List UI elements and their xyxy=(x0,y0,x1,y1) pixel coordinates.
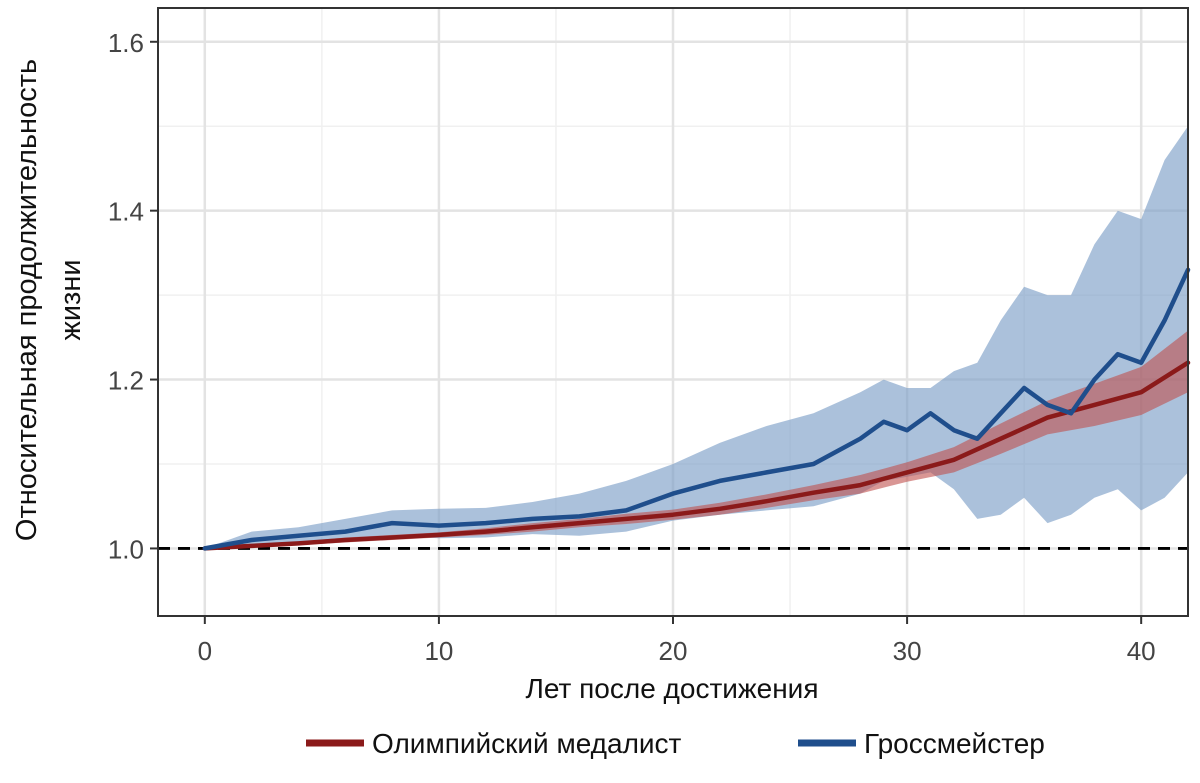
series-line-olympic xyxy=(202,360,1191,551)
y-tick-label: 1.6 xyxy=(108,28,144,58)
y-axis-title: Относительная продолжительность жизни xyxy=(11,59,87,541)
x-tick-label: 30 xyxy=(893,636,922,666)
x-tick-label: 10 xyxy=(424,636,453,666)
x-axis-title: Лет после достижения xyxy=(526,673,819,704)
y-axis-title-line-1: Относительная продолжительность xyxy=(11,59,43,541)
confidence-bands xyxy=(204,126,1189,549)
x-tick-label: 40 xyxy=(1127,636,1156,666)
x-tick-label: 20 xyxy=(659,636,688,666)
axis-ticks: 0 10 20 30 40 1.0 1.2 1.4 1.6 xyxy=(108,28,1156,666)
legend-label-grandmaster: Гроссмейстер xyxy=(864,728,1045,759)
y-tick-label: 1.0 xyxy=(108,534,144,564)
confidence-band-grandmaster xyxy=(204,126,1189,549)
y-tick-label: 1.2 xyxy=(108,366,144,396)
y-tick-label: 1.4 xyxy=(108,197,144,227)
confidence-band-olympic xyxy=(204,330,1189,549)
x-tick-label: 0 xyxy=(198,636,212,666)
series-line-grandmaster xyxy=(202,267,1191,551)
legend-label-olympic: Олимпийский медалист xyxy=(372,728,682,759)
legend: Олимпийский медалист Гроссмейстер xyxy=(306,728,1045,759)
y-axis-title-line-2: жизни xyxy=(55,259,87,340)
series-lines xyxy=(202,267,1191,551)
